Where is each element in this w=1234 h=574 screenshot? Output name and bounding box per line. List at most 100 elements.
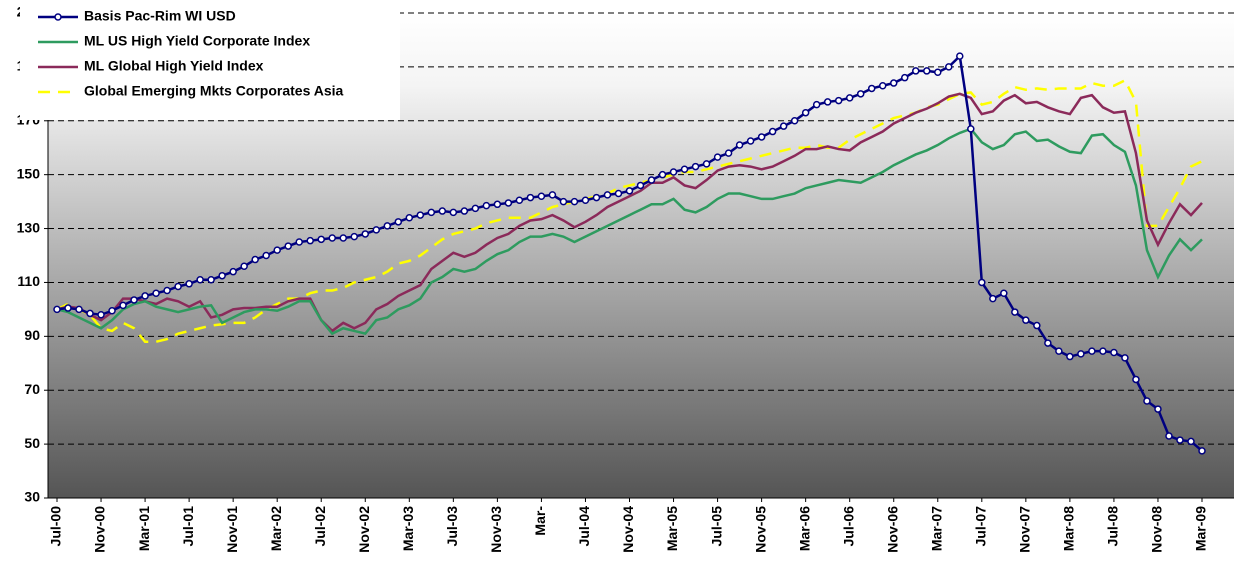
x-tick-label: Nov-07 xyxy=(1017,506,1033,553)
series-line xyxy=(56,92,1203,333)
legend-marker xyxy=(54,13,62,21)
series-marker xyxy=(383,222,392,230)
x-tick-label: Nov-05 xyxy=(752,506,768,553)
x-tick-label: Jul-07 xyxy=(973,506,989,547)
x-tick-label: Nov-00 xyxy=(92,506,108,553)
series-marker xyxy=(273,246,281,254)
x-tick-label: Nov-06 xyxy=(884,506,900,553)
series-marker xyxy=(394,218,403,226)
x-tick-label: Nov-08 xyxy=(1149,506,1165,553)
series-marker xyxy=(912,67,920,75)
series-marker xyxy=(196,276,204,284)
series-marker xyxy=(867,84,876,93)
series-marker xyxy=(669,168,678,176)
series-marker xyxy=(372,226,381,234)
x-tick-label: Mar-02 xyxy=(268,506,284,551)
series-marker xyxy=(229,267,237,276)
series-line xyxy=(56,127,1203,336)
series-marker xyxy=(482,201,491,210)
x-tick-label: Jul-02 xyxy=(312,506,328,547)
series-marker xyxy=(823,98,832,106)
x-tick-label: Mar-06 xyxy=(796,506,812,551)
x-tick-label: Jul-04 xyxy=(576,506,592,547)
series-marker xyxy=(1121,354,1129,362)
series-marker xyxy=(1055,347,1063,355)
series-marker xyxy=(405,214,414,222)
series-marker xyxy=(108,306,116,315)
series-marker xyxy=(1198,447,1206,455)
legend-label: ML US High Yield Corporate Index xyxy=(84,33,310,49)
series-marker xyxy=(1077,350,1085,358)
y-tick-label: 110 xyxy=(17,273,40,289)
series-marker xyxy=(86,309,94,318)
series-marker xyxy=(460,207,469,215)
series-marker xyxy=(1154,405,1162,413)
series-marker xyxy=(163,286,171,295)
series-marker xyxy=(581,196,590,205)
y-tick-label: 50 xyxy=(24,435,40,451)
series-marker xyxy=(614,189,623,198)
series-marker xyxy=(570,197,579,206)
series-marker xyxy=(559,197,568,206)
x-tick-label: Nov-02 xyxy=(356,506,372,553)
series-marker xyxy=(923,67,931,75)
x-tick-label: Mar-03 xyxy=(400,506,416,551)
series-marker xyxy=(625,187,634,195)
series-marker xyxy=(339,234,347,242)
series-marker xyxy=(1110,348,1118,357)
series-marker xyxy=(350,232,359,241)
series-marker xyxy=(945,63,953,71)
x-tick-label: Mar- xyxy=(532,506,548,536)
series-marker xyxy=(537,192,546,200)
series-marker xyxy=(1187,437,1195,446)
series-marker xyxy=(240,262,248,271)
y-tick-label: 130 xyxy=(17,219,41,235)
series-marker xyxy=(504,199,513,207)
x-tick-label: Nov-04 xyxy=(620,506,636,553)
series-marker xyxy=(1000,289,1008,297)
y-tick-label: 150 xyxy=(17,165,41,181)
series-marker xyxy=(317,235,325,244)
series-marker xyxy=(603,191,612,199)
series-marker xyxy=(746,137,755,145)
series-marker xyxy=(1022,316,1030,324)
series-marker xyxy=(515,196,524,205)
series-marker xyxy=(680,165,689,174)
series-marker xyxy=(130,296,138,304)
series-marker xyxy=(53,305,61,314)
series-marker xyxy=(1011,308,1019,316)
series-marker xyxy=(1143,397,1151,405)
series-marker xyxy=(967,125,975,133)
series-marker xyxy=(251,255,259,264)
series-marker xyxy=(856,90,865,98)
series-marker xyxy=(845,94,854,102)
series-marker xyxy=(989,294,997,303)
series-marker xyxy=(1176,436,1184,444)
x-tick-label: Jul-08 xyxy=(1105,506,1121,547)
series-marker xyxy=(548,191,557,199)
series-marker xyxy=(956,52,964,60)
series-marker xyxy=(97,311,105,319)
x-tick-label: Mar-07 xyxy=(928,506,944,551)
series-marker xyxy=(306,236,314,245)
series-marker xyxy=(141,292,149,300)
series-marker xyxy=(361,230,370,238)
series-marker xyxy=(790,117,799,125)
series-marker xyxy=(878,82,887,90)
series-marker xyxy=(75,305,83,314)
series-marker xyxy=(449,208,458,217)
series-marker xyxy=(889,79,898,87)
legend-label: Basis Pac-Rim WI USD xyxy=(84,8,236,24)
x-tick-label: Nov-03 xyxy=(488,506,504,553)
x-tick-label: Mar-05 xyxy=(664,506,680,551)
y-tick-label: 90 xyxy=(24,327,40,343)
x-tick-label: Mar-08 xyxy=(1061,506,1077,551)
series-marker xyxy=(438,207,447,215)
x-tick-label: Jul-03 xyxy=(444,506,460,547)
series-marker xyxy=(934,68,942,77)
series-marker xyxy=(416,211,425,219)
x-tick-label: Nov-01 xyxy=(224,506,240,553)
series-marker xyxy=(801,108,810,117)
series-marker xyxy=(152,289,160,297)
